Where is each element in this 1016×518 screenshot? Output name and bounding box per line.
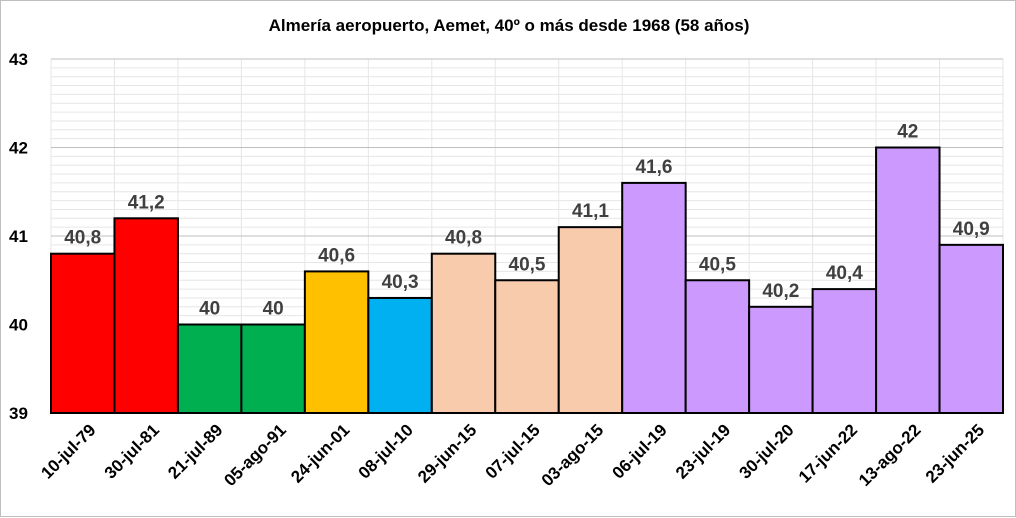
data-labels: 40,8 41,2 40 40 40,6 40,3 40,8 40,5 41,1 41,6 40,5… [64, 122, 990, 320]
bar [367, 296, 433, 415]
x-tick-label: 24-jun-01 [287, 420, 353, 486]
data-label: 40,5 [699, 254, 736, 275]
data-label: 40,2 [762, 281, 799, 302]
y-tick-label: 41 [9, 227, 28, 246]
bar [684, 279, 751, 414]
data-label: 40,9 [953, 219, 990, 240]
x-tick-label: 07-jul-15 [482, 420, 544, 482]
x-axis-ticks: 10-jul-79 30-jul-81 21-jul-8905-ago-9124-j… [37, 420, 988, 490]
x-tick-label: 30-jul-20 [735, 420, 797, 482]
y-tick-label: 40 [9, 316, 28, 335]
bar [557, 226, 624, 414]
bar [430, 252, 497, 414]
x-tick-label: 17-jun-22 [795, 420, 861, 486]
y-axis-ticks: 39 40 41 42 43 [9, 50, 28, 423]
x-tick-label: 23-jun-25 [922, 420, 988, 486]
data-label: 41,6 [635, 157, 672, 178]
bar [875, 146, 941, 414]
bar [50, 252, 116, 414]
bar [176, 323, 243, 414]
bar [240, 323, 306, 414]
x-tick-label: 13-ago-22 [855, 420, 925, 490]
data-label: 40,8 [445, 228, 482, 249]
x-tick-label: 05-ago-91 [220, 420, 290, 490]
data-label: 40,8 [64, 228, 101, 249]
x-tick-label: 23-jul-19 [672, 420, 734, 482]
data-label: 40 [263, 299, 284, 320]
bar [938, 243, 1004, 414]
data-label: 40,5 [509, 254, 546, 275]
x-tick-label: 08-jul-10 [355, 420, 417, 482]
x-tick-label: 06-jul-19 [609, 420, 671, 482]
bar [748, 305, 814, 414]
bar [621, 181, 687, 414]
data-label: 42 [897, 122, 918, 143]
bar [494, 279, 560, 414]
data-label: 40,6 [318, 245, 355, 266]
y-tick-label: 39 [9, 404, 28, 423]
x-tick-label: 29-jun-15 [414, 420, 480, 486]
bar [811, 288, 878, 415]
data-label: 40,4 [826, 263, 863, 284]
bar [303, 270, 370, 414]
data-label: 40,3 [382, 272, 419, 293]
x-tick-label: 03-ago-15 [538, 420, 608, 490]
x-tick-label: 30-jul-81 [101, 420, 163, 482]
x-tick-label: 10-jul-79 [37, 420, 99, 482]
chart-title: Almería aeropuerto, Aemet, 40º o más des… [269, 16, 750, 35]
data-label: 40 [199, 299, 220, 320]
bars [50, 146, 1004, 415]
x-tick-label: 21-jul-89 [164, 420, 226, 482]
data-label: 41,2 [128, 192, 165, 213]
data-label: 41,1 [572, 201, 609, 222]
y-tick-label: 42 [9, 139, 28, 158]
y-tick-label: 43 [9, 50, 28, 69]
bar [113, 217, 179, 414]
